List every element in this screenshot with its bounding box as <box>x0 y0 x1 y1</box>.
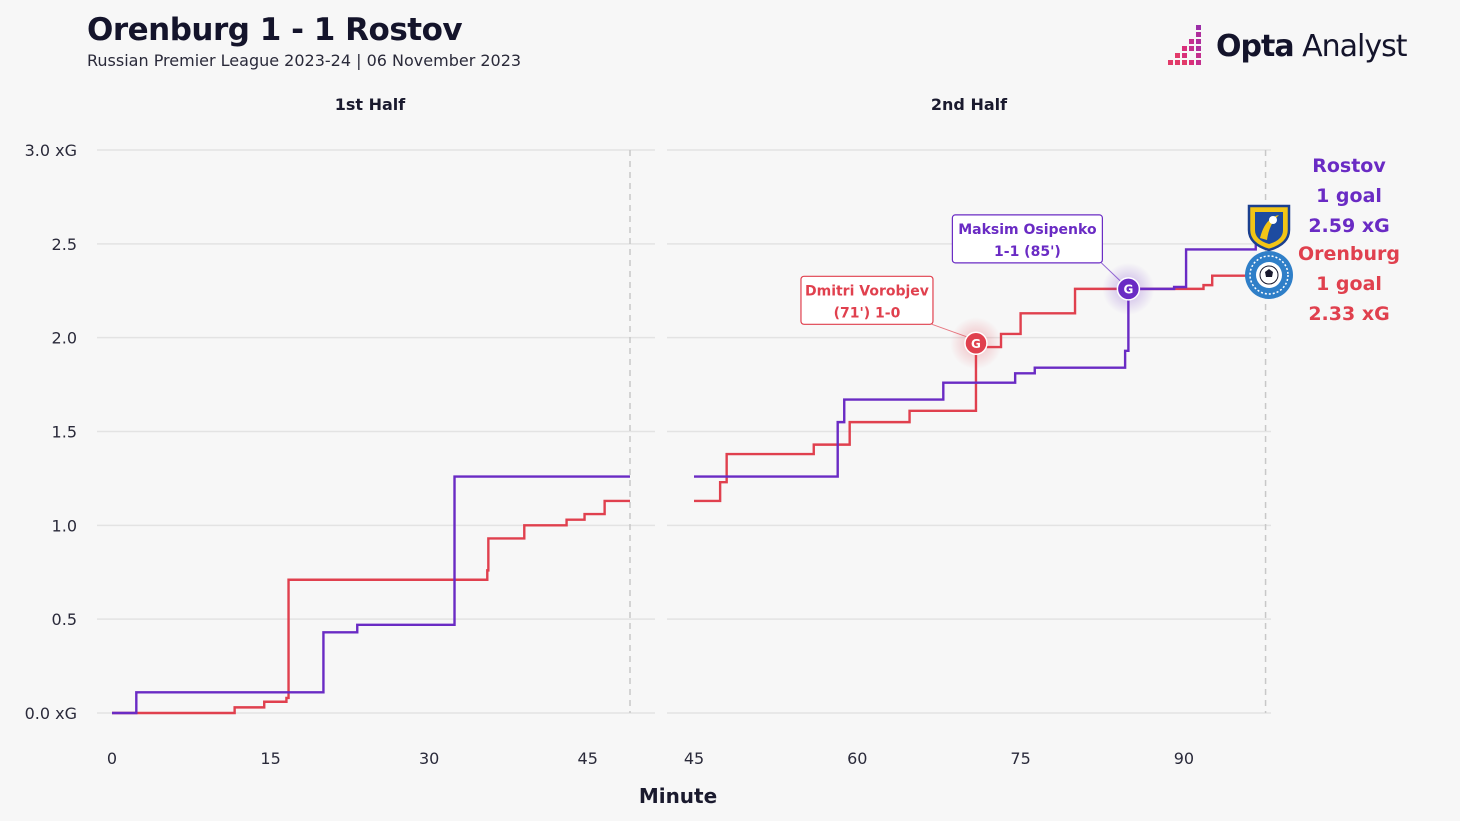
annotation-box <box>951 214 1103 264</box>
page-subtitle: Russian Premier League 2023-24 | 06 Nove… <box>87 51 522 70</box>
legend-rostov-name: Rostov <box>1312 155 1386 177</box>
annotation-connector <box>931 323 972 339</box>
xg-line-rostov-h2 <box>694 225 1266 478</box>
annotation-connector <box>1101 262 1124 285</box>
x-tick-label: 0 <box>107 749 117 768</box>
legend-rostov-goals: 1 goal <box>1316 185 1382 207</box>
half-title: 2nd Half <box>931 95 1008 114</box>
orenburg-crest-icon <box>1245 251 1293 299</box>
y-tick-label: 2.5 <box>52 235 77 254</box>
annotation-box <box>800 275 934 325</box>
x-tick-label: 30 <box>419 749 439 768</box>
y-tick-label: 0.0 xG <box>25 704 77 723</box>
xg-line-orenburg-h1 <box>112 499 630 715</box>
y-tick-label: 1.5 <box>52 423 77 442</box>
x-tick-label: 75 <box>1010 749 1030 768</box>
y-tick-label: 2.0 <box>52 329 77 348</box>
goal-marker-label: G <box>971 337 981 351</box>
x-tick-label: 60 <box>847 749 867 768</box>
legend-orenburg-goals: 1 goal <box>1316 273 1382 295</box>
opta-analyst-logo: Opta Analyst <box>1166 24 1408 68</box>
page-title: Orenburg 1 - 1 Rostov <box>87 12 463 48</box>
xg-line-orenburg-h2 <box>694 274 1266 503</box>
annotation-player: Dmitri Vorobjev <box>805 283 929 299</box>
annotation-detail: 1-1 (85') <box>994 244 1061 260</box>
annotation-detail: (71') 1-0 <box>834 305 901 321</box>
legend-orenburg: Orenburg 1 goal 2.33 xG <box>1290 239 1408 329</box>
y-tick-label: 0.5 <box>52 610 77 629</box>
legend-rostov: Rostov 1 goal 2.59 xG <box>1290 151 1408 241</box>
goal-marker <box>964 331 988 356</box>
x-tick-label: 45 <box>684 749 704 768</box>
legend-orenburg-xg: 2.33 xG <box>1308 303 1390 325</box>
xg-line-rostov-h1 <box>112 475 630 715</box>
legend-orenburg-name: Orenburg <box>1297 243 1401 265</box>
annotation-player: Maksim Osipenko <box>958 222 1097 238</box>
team-crests <box>1245 204 1293 299</box>
x-tick-label: 90 <box>1174 749 1194 768</box>
y-tick-label: 1.0 <box>52 516 77 535</box>
x-axis-label: Minute <box>639 784 717 808</box>
legend-rostov-xg: 2.59 xG <box>1308 215 1390 237</box>
logo-text: Opta Analyst <box>1216 28 1408 64</box>
half-title: 1st Half <box>335 95 407 114</box>
y-tick-label: 3.0 xG <box>25 141 77 160</box>
x-tick-label: 15 <box>260 749 280 768</box>
x-tick-label: 45 <box>578 749 598 768</box>
goal-marker <box>1116 277 1141 301</box>
rostov-crest-icon <box>1247 204 1291 252</box>
opta-logo-icon <box>1168 25 1201 65</box>
goal-marker-label: G <box>1123 282 1133 296</box>
